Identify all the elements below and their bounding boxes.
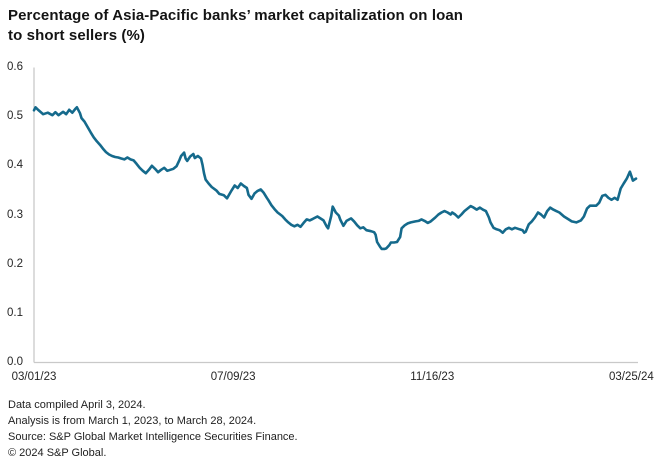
x-tick-label: 07/09/23: [210, 370, 256, 383]
footnote-line: © 2024 S&P Global.: [8, 447, 107, 459]
y-tick-label: 0.1: [7, 306, 23, 319]
x-tick-label: 03/25/24: [609, 370, 654, 383]
y-tick-label: 0.5: [7, 110, 23, 123]
footnote-line: Source: S&P Global Market Intelligence S…: [8, 431, 298, 443]
chart-title: Percentage of Asia-Pacific banks’ market…: [8, 7, 464, 44]
y-tick-label: 0.0: [7, 356, 23, 368]
y-tick-label: 0.6: [7, 61, 23, 73]
footnote-line: Data compiled April 3, 2024.: [8, 399, 146, 411]
y-tick-label: 0.3: [7, 208, 23, 221]
chart-footnotes: Data compiled April 3, 2024. Analysis is…: [8, 397, 298, 461]
series-line: [32, 106, 638, 251]
y-tick-label: 0.4: [7, 159, 23, 172]
x-tick-label: 03/01/23: [11, 370, 57, 383]
x-tick-label: 11/16/23: [410, 370, 455, 383]
footnote-line: Analysis is from March 1, 2023, to March…: [8, 415, 257, 427]
y-tick-label: 0.2: [7, 257, 23, 270]
